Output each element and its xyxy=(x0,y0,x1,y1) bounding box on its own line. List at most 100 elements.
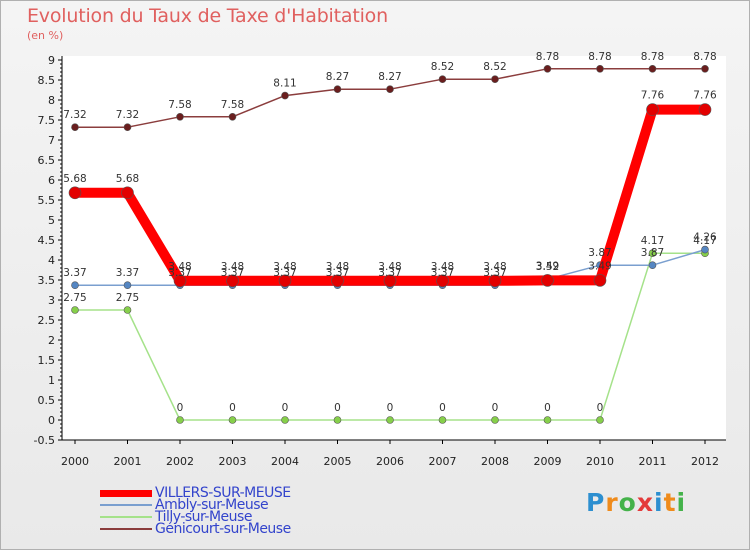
x-tick-label: 2007 xyxy=(429,455,457,468)
data-label-2: 0 xyxy=(177,402,184,414)
legend-item-genicourt: Génicourt-sur-Meuse xyxy=(100,521,400,537)
chart-subtitle: (en %) xyxy=(27,29,64,42)
y-tick-label: 4.5 xyxy=(38,234,56,247)
data-label-3: 7.58 xyxy=(168,99,191,111)
chart-title: Evolution du Taux de Taxe d'Habitation xyxy=(27,5,388,27)
data-label-3: 8.52 xyxy=(431,61,454,73)
data-point-2 xyxy=(176,416,184,424)
brand-letter: i xyxy=(676,488,687,517)
y-tick-label: 6 xyxy=(48,174,55,187)
data-label-0: 7.76 xyxy=(693,90,717,102)
legend-item-villers: VILLERS-SUR-MEUSE xyxy=(100,485,400,501)
data-point-0 xyxy=(488,274,502,288)
data-point-3 xyxy=(281,91,289,100)
y-tick-label: 4 xyxy=(48,254,55,267)
data-label-2: 4.17 xyxy=(693,235,716,247)
data-point-1 xyxy=(71,281,79,290)
data-label-3: 8.78 xyxy=(536,51,559,63)
data-label-0: 3.48 xyxy=(326,261,349,273)
data-point-2 xyxy=(228,416,237,424)
data-point-3 xyxy=(491,75,499,83)
data-label-1: 3.37 xyxy=(483,267,506,279)
data-label-3: 8.78 xyxy=(693,51,716,63)
y-tick-label: 8 xyxy=(48,94,55,107)
brand-letter: P xyxy=(586,488,606,517)
y-tick-label: 0.5 xyxy=(38,394,56,407)
x-tick-label: 2011 xyxy=(639,455,667,468)
data-label-0: 3.48 xyxy=(221,261,244,273)
data-label-0: 3.49 xyxy=(588,260,611,272)
data-label-2: 0 xyxy=(229,402,236,414)
data-label-1: 3.37 xyxy=(221,267,244,279)
data-point-3 xyxy=(701,65,709,73)
x-tick-label: 2010 xyxy=(586,455,614,468)
x-tick-label: 2000 xyxy=(61,455,89,468)
legend-swatch-villers xyxy=(100,490,152,497)
data-point-0 xyxy=(541,274,554,287)
data-point-0 xyxy=(698,103,712,116)
data-point-1 xyxy=(123,281,132,290)
data-label-1: 3.37 xyxy=(63,267,86,279)
data-label-2: 2.75 xyxy=(63,292,86,304)
chart-legend: VILLERS-SUR-MEUSE Ambly-sur-Meuse Tilly-… xyxy=(100,485,400,537)
data-point-2 xyxy=(438,416,447,424)
data-point-3 xyxy=(543,65,552,73)
data-point-2 xyxy=(333,416,342,424)
x-tick-label: 2001 xyxy=(114,455,142,468)
data-point-2 xyxy=(648,249,657,257)
y-tick-label: 8.5 xyxy=(38,74,56,87)
data-point-0 xyxy=(173,274,187,288)
legend-label-ambly: Ambly-sur-Meuse xyxy=(155,497,269,513)
y-tick-label: 2.5 xyxy=(38,314,56,327)
data-label-3: 8.27 xyxy=(378,71,401,83)
data-point-3 xyxy=(176,113,184,121)
y-tick-label: 5.5 xyxy=(38,194,56,207)
data-point-3 xyxy=(71,123,79,131)
data-label-0: 3.48 xyxy=(483,261,506,273)
data-label-0: 5.68 xyxy=(63,173,86,185)
data-label-1: 3.37 xyxy=(378,267,401,279)
data-label-3: 7.58 xyxy=(221,99,244,111)
data-label-1: 4.26 xyxy=(693,232,717,244)
data-label-2: 0 xyxy=(282,402,289,414)
x-tick-label: 2008 xyxy=(481,455,509,468)
data-label-3: 8.78 xyxy=(641,51,664,63)
data-label-1: 3.87 xyxy=(641,247,664,259)
legend-item-tilly: Tilly-sur-Meuse xyxy=(100,509,400,525)
legend-item-ambly: Ambly-sur-Meuse xyxy=(100,497,400,513)
data-label-3: 8.78 xyxy=(588,51,611,63)
brand-letter: t xyxy=(663,488,677,517)
y-tick-label: -0.5 xyxy=(34,434,55,447)
data-label-3: 7.32 xyxy=(116,109,139,121)
y-tick-label: 6.5 xyxy=(38,154,56,167)
legend-label-genicourt: Génicourt-sur-Meuse xyxy=(155,521,291,537)
x-tick-label: 2004 xyxy=(271,455,299,468)
data-label-1: 3.37 xyxy=(168,267,191,279)
y-tick-label: 5 xyxy=(48,214,55,227)
data-point-3 xyxy=(596,65,604,73)
data-label-1: 3.37 xyxy=(273,267,296,279)
data-label-2: 0 xyxy=(387,402,394,414)
brand-letter: i xyxy=(654,488,664,517)
data-point-3 xyxy=(438,75,447,83)
data-point-3 xyxy=(386,85,394,93)
legend-swatch-ambly xyxy=(100,504,152,506)
x-tick-label: 2006 xyxy=(376,455,404,468)
data-point-2 xyxy=(71,306,79,314)
data-label-2: 0 xyxy=(492,402,499,414)
data-point-0 xyxy=(383,274,397,288)
data-label-2: 0 xyxy=(439,402,446,414)
data-point-2 xyxy=(596,416,604,424)
brand-letter: x xyxy=(636,488,654,517)
data-label-2: 4.17 xyxy=(641,235,664,247)
data-point-0 xyxy=(226,274,239,288)
y-tick-label: 1 xyxy=(48,374,55,387)
legend-swatch-genicourt xyxy=(100,528,152,530)
data-label-2: 0 xyxy=(544,402,551,414)
data-point-0 xyxy=(68,186,82,200)
legend-label-villers: VILLERS-SUR-MEUSE xyxy=(155,485,291,501)
data-label-3: 8.11 xyxy=(273,78,296,90)
data-label-2: 0 xyxy=(334,402,341,414)
data-point-2 xyxy=(123,306,132,314)
